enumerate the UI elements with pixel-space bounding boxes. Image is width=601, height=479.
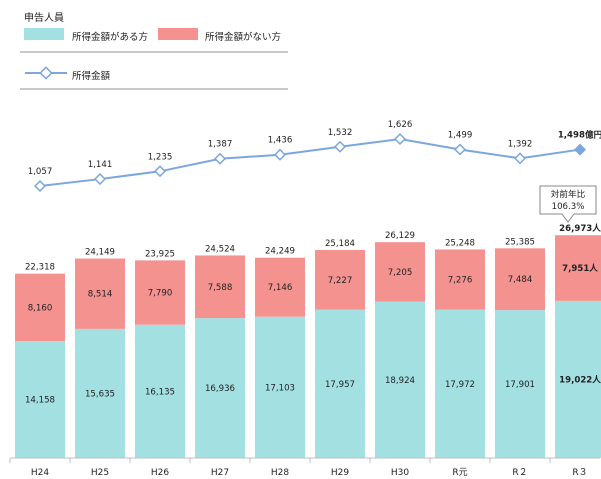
label-income-3: 1,387 [208,140,233,150]
label-without-income-7: 7,276 [448,276,473,286]
label-with-income-1: 15,635 [85,389,115,399]
legend-swatch-with-income [24,28,64,40]
label-total-2: 23,925 [145,249,175,259]
label-total-7: 25,248 [445,238,475,248]
label-total-4: 24,249 [265,247,295,257]
label-income-4: 1,436 [268,136,293,146]
bar-with-income-8 [495,310,545,458]
legend-line-icon [25,66,67,80]
label-without-income-5: 7,227 [328,276,353,286]
income-point-6 [393,132,407,146]
legend: 申告人員 所得金額がある方 所得金額がない方 所得金額 [0,0,290,95]
label-total-0: 22,318 [25,263,55,273]
income-point-1 [93,173,107,186]
legend-title: 申告人員 [24,13,64,24]
label-without-income-2: 7,790 [148,289,173,299]
x-tick-8: R２ [512,468,527,478]
label-with-income-3: 16,936 [205,384,235,394]
legend-divider-bottom [20,88,288,90]
x-tick-0: H24 [31,468,49,478]
label-without-income-1: 8,514 [88,290,113,300]
label-income-8: 1,392 [508,139,533,149]
income-point-0 [33,179,47,193]
legend-label-income: 所得金額 [72,71,111,82]
bar-without-income-3 [195,255,245,319]
legend-label-without-income: 所得金額がない方 [205,32,282,43]
label-with-income-5: 17,957 [325,380,355,390]
bar-without-income-9 [555,235,601,301]
x-tick-2: H26 [151,468,169,478]
label-total-3: 24,524 [205,244,235,254]
bar-with-income-9 [555,300,601,458]
income-point-8 [513,152,527,165]
income-line [39,137,581,187]
label-total-1: 24,149 [85,248,115,258]
x-tick-1: H25 [91,468,109,478]
bar-without-income-5 [315,249,365,310]
label-without-income-4: 7,146 [268,283,293,293]
label-without-income-3: 7,588 [208,283,233,293]
label-with-income-9: 19,022人 [559,373,601,385]
callout-box: 対前年比 106.3% [539,185,597,223]
callout-line2: 106.3% [552,202,585,212]
bar-without-income-4 [255,257,305,317]
x-tick-6: H30 [391,468,409,478]
legend-label-with-income: 所得金額がある方 [72,32,149,43]
label-total-5: 25,184 [325,239,355,249]
label-income-2: 1,235 [148,152,173,162]
bar-with-income-2 [135,324,185,458]
bar-with-income-3 [195,318,245,458]
bar-with-income-7 [435,309,485,458]
x-tick-3: H27 [211,468,229,478]
label-income-5: 1,532 [328,128,353,138]
label-with-income-8: 17,901 [505,380,535,390]
x-tick-9: R３ [572,468,587,478]
label-without-income-9: 7,951人 [562,262,598,274]
bar-with-income-4 [255,316,305,458]
label-income-9: 1,498億円 [558,129,601,141]
label-without-income-6: 7,205 [388,268,413,278]
income-point-5 [333,140,347,153]
label-with-income-2: 16,135 [145,387,175,397]
bar-with-income-5 [315,309,365,458]
label-total-8: 25,385 [505,237,535,247]
x-tick-4: H28 [271,468,289,478]
bar-without-income-1 [75,258,125,329]
label-income-6: 1,626 [388,120,413,130]
label-with-income-6: 18,924 [385,376,415,386]
income-point-4 [273,148,287,161]
x-tick-5: H29 [331,468,349,478]
bar-without-income-8 [495,248,545,311]
label-with-income-0: 14,158 [25,396,55,406]
x-tick-7: R元 [452,468,467,478]
bar-with-income-6 [375,301,425,458]
bar-with-income-0 [15,341,65,458]
income-point-2 [153,165,167,178]
legend-divider [20,51,288,53]
bar-without-income-6 [375,242,425,302]
bar-without-income-2 [135,260,185,325]
income-point-3 [213,152,227,165]
bar-with-income-1 [75,328,125,458]
label-income-7: 1,499 [448,130,473,140]
bar-without-income-0 [15,273,65,342]
label-income-1: 1,141 [88,160,113,170]
label-total-6: 26,129 [385,231,415,241]
income-point-9 [573,143,587,156]
label-total-9: 26,973人 [559,222,601,234]
label-without-income-8: 7,484 [508,275,533,285]
legend-swatch-without-income [158,28,198,40]
bar-without-income-7 [435,249,485,310]
label-with-income-7: 17,972 [445,380,475,390]
label-income-0: 1,057 [28,167,53,177]
income-point-7 [453,143,467,156]
label-without-income-0: 8,160 [28,303,53,313]
label-with-income-4: 17,103 [265,383,295,393]
callout-line1: 対前年比 [551,188,586,200]
